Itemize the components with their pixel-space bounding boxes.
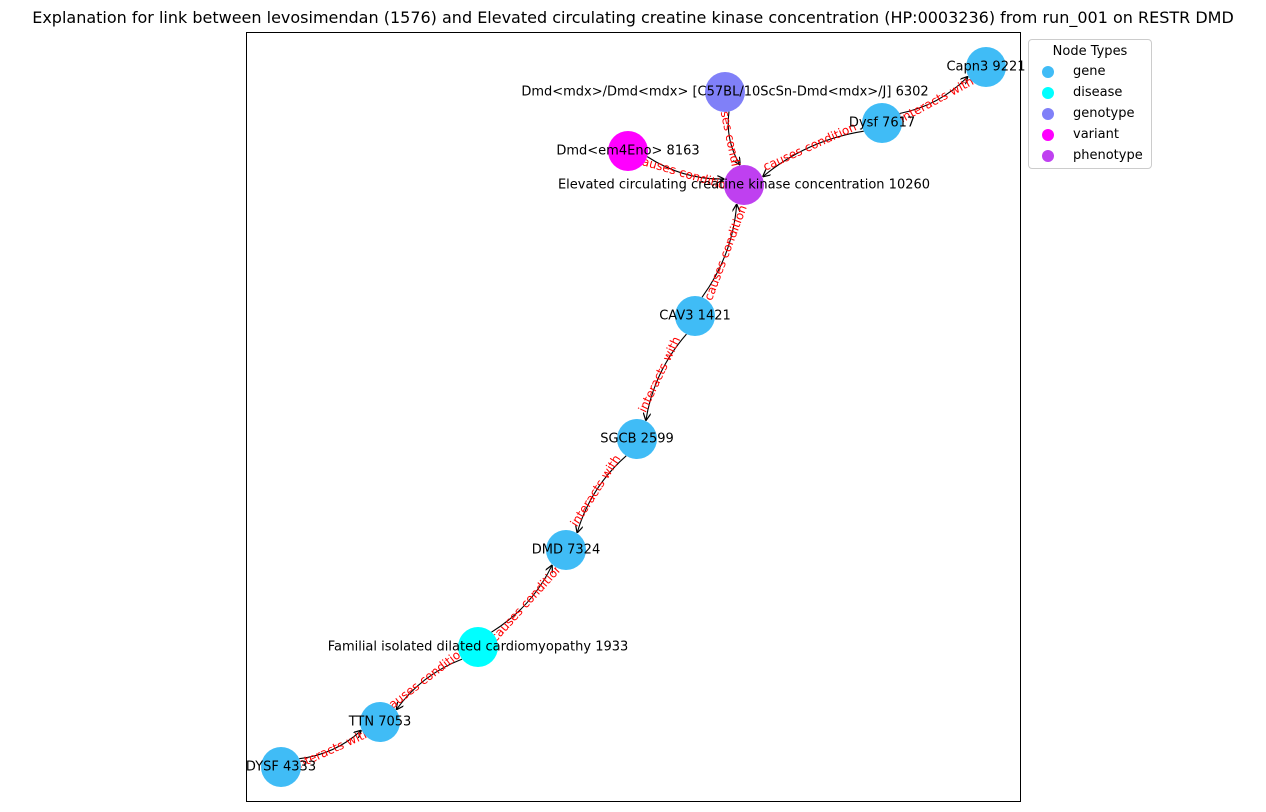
node-fidc — [458, 627, 498, 667]
legend-marker — [1042, 149, 1054, 162]
node-label: TTN 7053 — [348, 715, 412, 730]
legend-label: gene — [1073, 64, 1106, 79]
nodes-group — [261, 47, 1006, 787]
edge-fidc-ttn — [397, 658, 463, 709]
legend-label: phenotype — [1073, 148, 1143, 163]
legend-item-phenotype: phenotype — [1029, 145, 1151, 166]
legend-item-gene: gene — [1029, 61, 1151, 82]
node-cav3 — [675, 296, 715, 336]
legend-item-variant: variant — [1029, 124, 1151, 145]
legend-label: disease — [1073, 85, 1123, 100]
edge-cav3-sgcb — [646, 333, 687, 420]
legend-marker — [1042, 65, 1054, 78]
node-dmd7324 — [546, 530, 586, 570]
edge-dysf7617-eck — [763, 130, 864, 176]
legend-marker — [1042, 128, 1054, 141]
edges-group — [299, 77, 968, 760]
node-eck — [724, 165, 764, 205]
node-label: DYSF 4333 — [246, 760, 316, 775]
edge-dmdmdx-eck — [727, 111, 740, 165]
node-dysf7617 — [862, 103, 902, 143]
legend-label: genotype — [1073, 106, 1135, 121]
node-label: Dmd<em4Eno> 8163 — [556, 144, 699, 159]
legend-marker — [1042, 107, 1054, 120]
legend-item-genotype: genotype — [1029, 103, 1151, 124]
node-dysf4333 — [261, 747, 301, 787]
node-sgcb — [617, 419, 657, 459]
node-label: Dysf 7617 — [849, 116, 915, 131]
edge-dysf7617-capn3 — [899, 77, 968, 115]
node-labels-group: Capn3 9221 Dmd<mdx>/Dmd<mdx> [C57BL/10ScS… — [246, 60, 1026, 775]
legend-title: Node Types — [1052, 44, 1128, 59]
node-label: Familial isolated dilated cardiomyopathy… — [328, 640, 629, 655]
edge-cav3-eck — [701, 205, 737, 298]
plot-frame — [246, 32, 1021, 802]
legend-marker — [1042, 86, 1054, 99]
node-label: Elevated circulating creatine kinase con… — [558, 178, 930, 193]
chart-title: Explanation for link between levosimenda… — [32, 8, 1234, 27]
node-ttn — [360, 702, 400, 742]
node-capn3 — [966, 47, 1006, 87]
edge-fidc-dmd7324 — [491, 566, 551, 633]
edge-sgcb-dmd7324 — [577, 455, 627, 532]
node-label: Capn3 9221 — [946, 60, 1025, 75]
node-dmdmdx — [705, 72, 745, 112]
legend-label: variant — [1073, 127, 1119, 142]
node-label: SGCB 2599 — [600, 432, 674, 447]
node-label: CAV3 1421 — [659, 309, 731, 324]
legend-item-disease: disease — [1029, 82, 1151, 103]
edge-dysf4333-ttn — [299, 731, 361, 760]
node-label: DMD 7324 — [532, 543, 600, 558]
node-label: Dmd<mdx>/Dmd<mdx> [C57BL/10ScSn-Dmd<mdx>… — [521, 85, 928, 100]
edge-dmdem4-eck — [646, 156, 724, 179]
node-dmdem4 — [608, 131, 648, 171]
legend: Node Types gene disease genotype variant… — [1028, 39, 1152, 169]
